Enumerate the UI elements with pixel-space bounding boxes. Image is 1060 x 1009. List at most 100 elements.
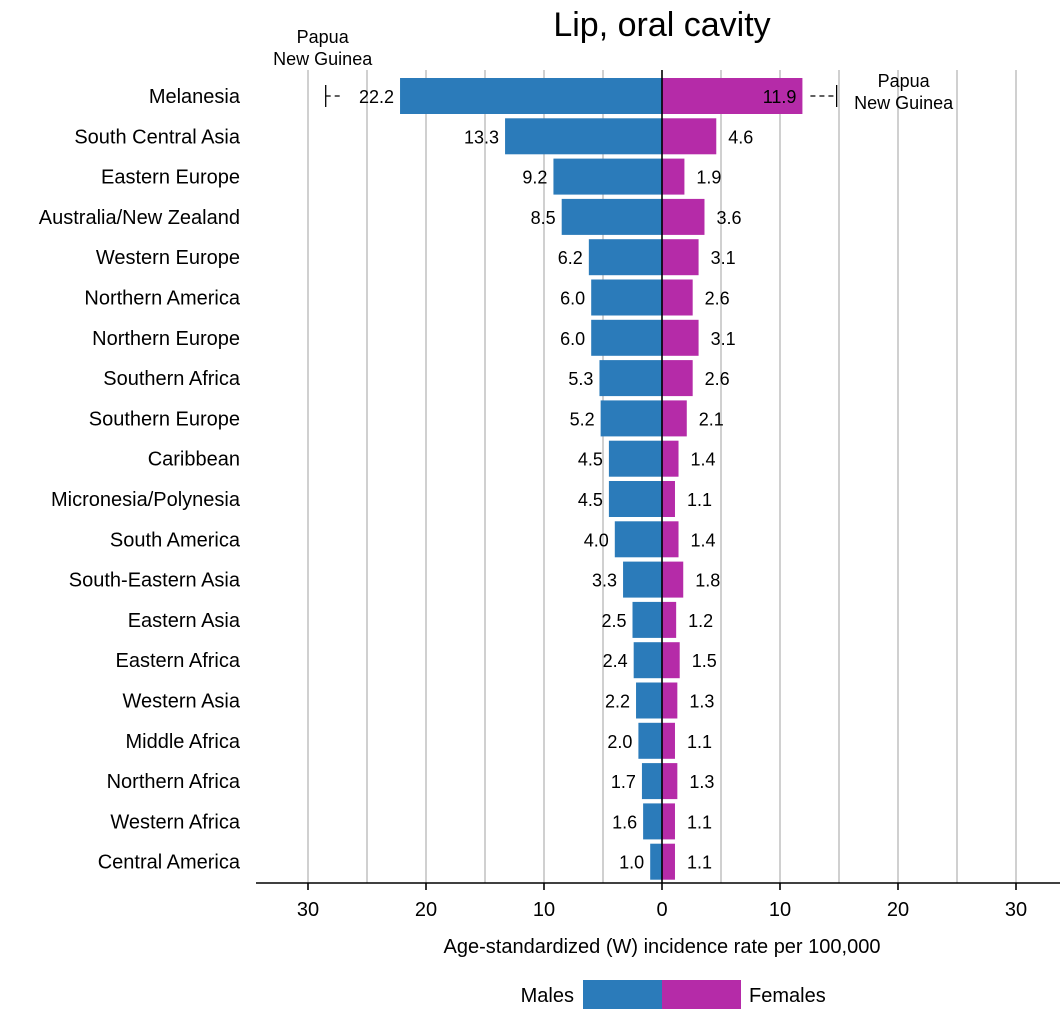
female-bar <box>662 481 675 517</box>
male-bar <box>623 561 662 598</box>
x-tick-label: 10 <box>533 899 555 921</box>
male-bar <box>599 360 662 397</box>
region-label: Australia/New Zealand <box>39 207 240 229</box>
male-bar <box>608 440 662 477</box>
x-tick-label: 0 <box>656 899 667 921</box>
female-value-label: 3.6 <box>716 208 741 228</box>
male-bar <box>614 521 662 558</box>
male-bar <box>591 319 662 356</box>
male-bar <box>608 481 662 517</box>
female-bar <box>662 400 687 437</box>
male-value-label: 2.4 <box>603 651 628 671</box>
female-bar <box>662 319 699 356</box>
region-label: Northern Africa <box>107 771 241 793</box>
female-bar <box>662 118 717 155</box>
male-value-label: 22.2 <box>359 87 394 107</box>
male-value-label: 5.2 <box>570 409 595 429</box>
x-axis-label: Age-standardized (W) incidence rate per … <box>444 936 881 958</box>
male-bar <box>561 198 662 235</box>
region-label: Melanesia <box>149 86 241 108</box>
region-label: Eastern Europe <box>101 167 240 189</box>
female-bar <box>662 843 675 880</box>
x-tick-label: 30 <box>1005 899 1027 921</box>
region-label: Eastern Asia <box>128 610 241 632</box>
male-value-label: 1.7 <box>611 772 636 792</box>
male-bar <box>400 78 662 114</box>
region-label: Eastern Africa <box>115 650 240 672</box>
female-value-label: 1.1 <box>687 853 712 873</box>
male-bar <box>600 400 662 437</box>
female-bar <box>662 763 678 800</box>
male-bar <box>638 722 662 759</box>
male-value-label: 8.5 <box>531 208 556 228</box>
male-bar <box>650 843 662 880</box>
male-bar <box>643 803 662 840</box>
female-value-label: 1.3 <box>689 692 714 712</box>
male-value-label: 4.0 <box>584 530 609 550</box>
annotation-label: New Guinea <box>854 93 954 113</box>
region-label: Western Africa <box>110 811 241 833</box>
female-value-label: 3.1 <box>711 329 736 349</box>
bars <box>400 78 803 880</box>
female-bar <box>662 682 678 719</box>
female-value-label: 1.8 <box>695 571 720 591</box>
legend-swatch-males <box>583 980 662 1009</box>
region-labels: Melanesia South Central Asia Eastern Europ… <box>39 86 241 874</box>
legend-swatch-females <box>662 980 741 1009</box>
x-tick-label: 30 <box>297 899 319 921</box>
region-label: South Central Asia <box>74 126 241 148</box>
male-bar <box>633 642 662 679</box>
female-value-label: 3.1 <box>711 248 736 268</box>
female-bar <box>662 561 684 598</box>
female-value-label: 1.1 <box>687 732 712 752</box>
female-value-label: 11.9 <box>763 87 797 107</box>
male-value-label: 3.3 <box>592 571 617 591</box>
female-value-label: 1.9 <box>696 168 721 188</box>
male-value-label: 2.5 <box>601 611 626 631</box>
x-tick-label: 20 <box>887 899 909 921</box>
region-label: Middle Africa <box>126 731 241 753</box>
female-value-label: 1.4 <box>691 450 716 470</box>
legend: Males Females <box>521 980 826 1009</box>
value-labels: 22.2 11.9 13.3 4.6 9.2 1.9 8.5 3.6 6.2 3.1 6.0 2.6 6… <box>359 87 796 873</box>
female-value-label: 4.6 <box>728 127 753 147</box>
female-bar <box>662 158 685 195</box>
male-bar <box>553 158 662 195</box>
female-bar <box>662 78 803 114</box>
female-bar <box>662 601 677 638</box>
region-label: South America <box>110 529 241 551</box>
region-label: Western Asia <box>123 691 241 713</box>
legend-label-males: Males <box>521 985 574 1007</box>
annotation-label: Papua <box>878 71 931 91</box>
female-value-label: 2.6 <box>705 289 730 309</box>
female-bar <box>662 521 679 558</box>
female-bar <box>662 279 693 316</box>
male-value-label: 1.0 <box>619 853 644 873</box>
male-value-label: 4.5 <box>578 490 603 510</box>
region-label: Caribbean <box>148 449 240 471</box>
female-bar <box>662 198 705 235</box>
female-value-label: 1.2 <box>688 611 713 631</box>
male-value-label: 6.0 <box>560 289 585 309</box>
male-bar <box>636 682 662 719</box>
male-value-label: 2.0 <box>607 732 632 752</box>
region-label: Northern Europe <box>92 328 240 350</box>
male-bar <box>505 118 662 155</box>
region-label: Northern America <box>84 288 240 310</box>
chart-title: Lip, oral cavity <box>553 6 770 44</box>
male-bar <box>641 763 662 800</box>
region-label: Western Europe <box>96 247 240 269</box>
female-bar <box>662 360 693 397</box>
male-value-label: 6.2 <box>558 248 583 268</box>
female-bar <box>662 803 675 840</box>
legend-label-females: Females <box>749 985 826 1007</box>
annotation-label: Papua <box>297 27 350 47</box>
female-bar <box>662 239 699 276</box>
male-value-label: 4.5 <box>578 450 603 470</box>
region-label: South-Eastern Asia <box>69 570 241 592</box>
female-bar <box>662 722 675 759</box>
x-tick-label: 20 <box>415 899 437 921</box>
male-value-label: 13.3 <box>464 127 499 147</box>
